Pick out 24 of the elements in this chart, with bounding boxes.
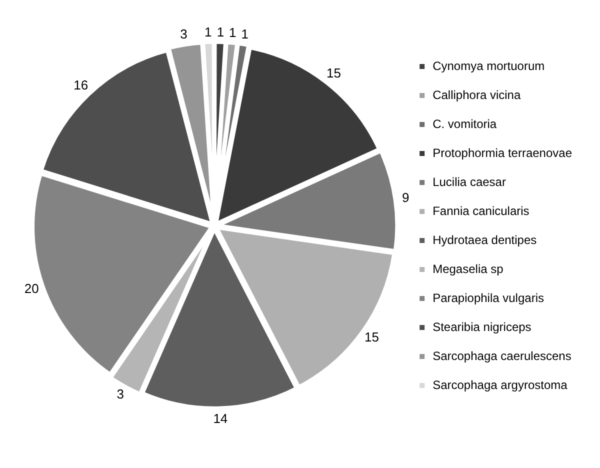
data-label: 9 [402,190,410,206]
legend-label: Fannia canicularis [432,204,530,218]
data-label: 3 [116,386,124,402]
data-label: 1 [204,24,212,40]
data-label: 14 [213,410,228,426]
data-label: 15 [326,66,342,81]
legend-label: Sarcophaga caerulescens [432,348,572,363]
data-label: 20 [24,280,39,296]
legend-label: Megaselia sp [432,262,504,276]
legend-label: Stearibia nigriceps [432,320,532,334]
data-label: 16 [74,78,88,93]
data-label: 15 [364,330,379,345]
legend-label: Sarcophaga argyrostoma [432,378,568,392]
data-label: 1 [241,26,248,42]
legend-label: C. vomitoria [432,116,497,131]
legend-label: Hydrotaea dentipes [432,232,537,247]
legend-label: Protophormia terraenovae [432,146,572,160]
legend-label: Lucilia caesar [432,174,506,189]
legend-label: Cynomya mortuorum [432,58,545,73]
legend-label: Parapiophila vulgaris [432,290,544,305]
data-label: 1 [216,24,224,40]
data-label: 1 [229,25,236,40]
legend-label: Calliphora vicina [432,88,521,102]
data-label: 3 [180,26,188,42]
